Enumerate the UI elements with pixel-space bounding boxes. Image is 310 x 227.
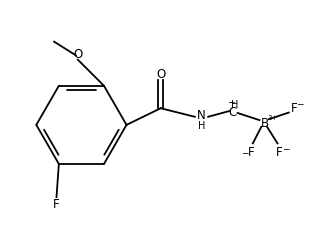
Text: F: F [291,102,298,115]
Text: B: B [261,116,269,129]
Text: H: H [198,120,205,130]
Text: O: O [156,68,165,81]
Text: −: − [227,97,235,106]
Text: −: − [296,99,303,108]
Text: F: F [276,146,283,159]
Text: −: − [282,144,290,153]
Text: C: C [229,105,237,118]
Text: N: N [197,109,206,122]
Text: 3+: 3+ [268,114,278,120]
Text: −: − [241,148,249,157]
Text: H: H [231,100,238,110]
Text: F: F [248,146,254,159]
Text: F: F [53,197,60,210]
Text: O: O [73,48,82,61]
